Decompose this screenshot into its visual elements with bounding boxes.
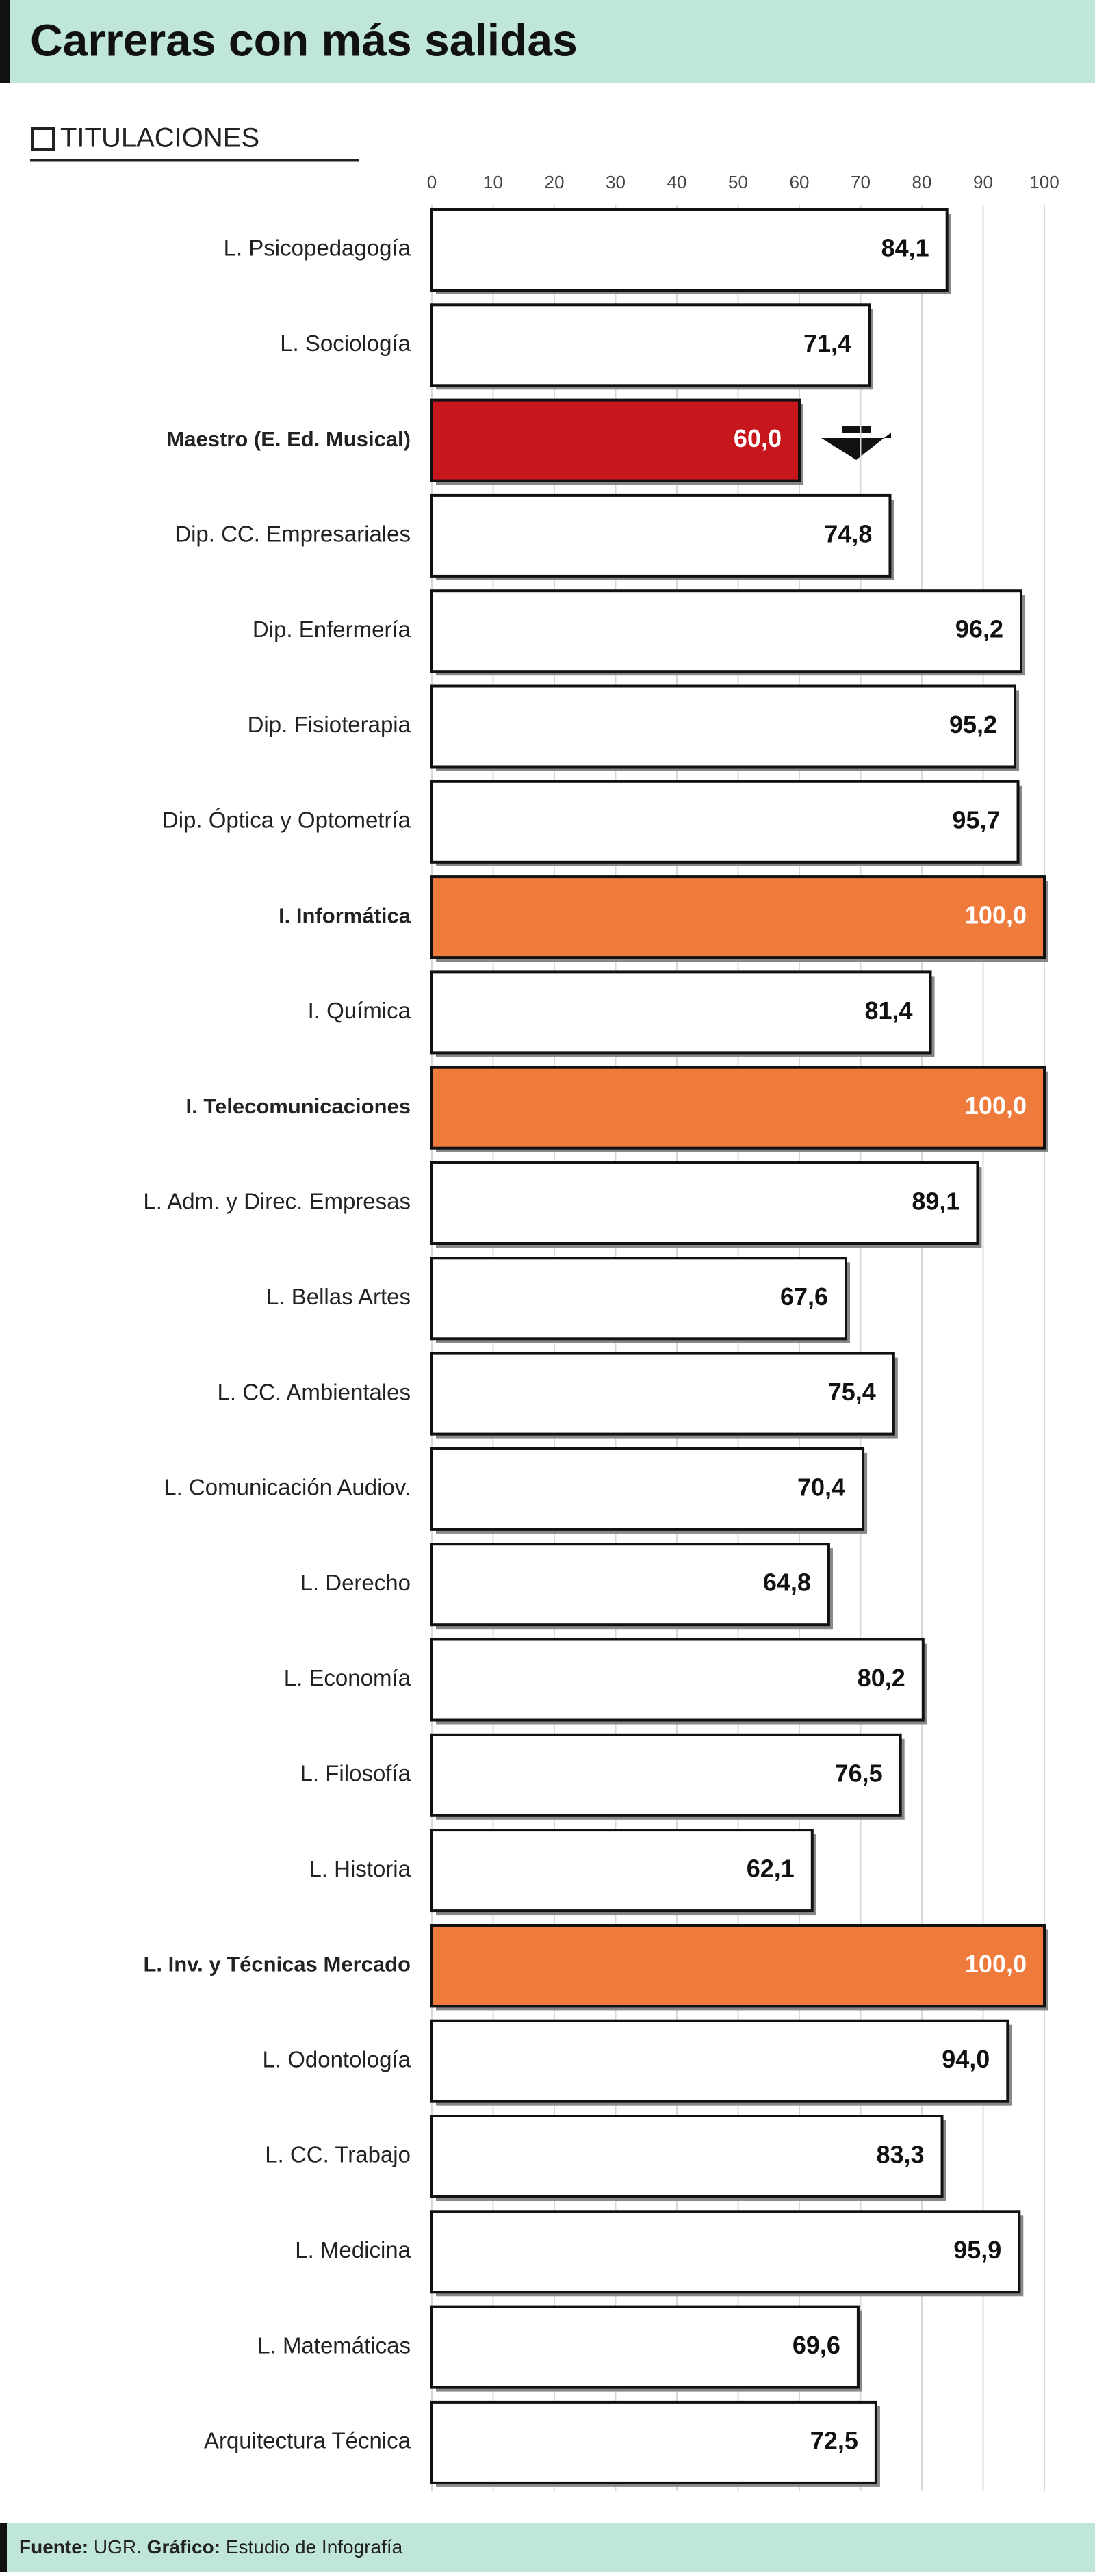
x-tick-label: 100: [1029, 172, 1059, 192]
x-tick-label: 90: [973, 172, 993, 192]
bar: [430, 2400, 877, 2484]
bar: [430, 1638, 925, 1722]
title-band: [0, 0, 1095, 83]
category-label: L. Matemáticas: [257, 2332, 411, 2358]
category-label: I. Química: [308, 998, 411, 1023]
value-label: 95,9: [953, 2236, 1001, 2264]
value-label: 67,6: [780, 1283, 828, 1311]
footer-accent: [0, 2523, 7, 2572]
value-label: 94,0: [942, 2045, 990, 2073]
x-tick-label: 0: [427, 172, 437, 192]
value-label: 74,8: [824, 519, 872, 548]
bar: [430, 1733, 902, 1817]
category-label: L. Economía: [284, 1665, 411, 1690]
value-label: 100,0: [965, 1950, 1027, 1978]
value-label: 62,1: [747, 1855, 795, 1883]
bar: [430, 875, 1046, 959]
value-label: 64,8: [763, 1569, 811, 1597]
bar: [430, 1352, 895, 1436]
category-label: L. Historia: [309, 1856, 411, 1881]
category-label: L. Derecho: [300, 1570, 411, 1595]
bar: [430, 1447, 865, 1531]
category-label: Dip. Enfermería: [253, 617, 411, 642]
plot: 0 10 20 30 40 50 60 70 80 90 100 L. Psicopedagogía 8…: [143, 172, 1059, 2491]
value-label: 100,0: [965, 1092, 1027, 1120]
x-tick-label: 20: [545, 172, 565, 192]
category-label: L. Filosofía: [300, 1761, 411, 1786]
source: UGR.: [94, 2536, 142, 2558]
category-label: L. Psicopedagogía: [224, 235, 411, 261]
category-label: Dip. Fisioterapia: [248, 712, 411, 737]
category-label: L. Odontología: [263, 2046, 411, 2072]
category-label: Dip. CC. Empresariales: [175, 521, 411, 547]
value-label: 95,7: [952, 806, 1000, 834]
value-label: 71,4: [803, 329, 851, 357]
bar: [430, 1543, 830, 1627]
category-label: L. Sociología: [280, 331, 411, 356]
x-tick-label: 70: [851, 172, 871, 192]
value-label: 83,3: [876, 2141, 924, 2169]
value-label: 60,0: [734, 424, 782, 452]
source-label: Fuente:: [19, 2536, 88, 2558]
value-label: 95,2: [949, 710, 997, 738]
value-label: 75,4: [828, 1378, 876, 1406]
value-label: 81,4: [864, 996, 912, 1025]
down-arrow: [821, 426, 891, 460]
x-tick-label: 30: [606, 172, 626, 192]
bar: [430, 2019, 1009, 2103]
value-label: 89,1: [912, 1187, 959, 1215]
bar: [430, 208, 949, 292]
chart-title: Carreras con más salidas: [30, 14, 578, 65]
bar: [430, 493, 892, 578]
category-label: L. Comunicación Audiov.: [164, 1475, 411, 1500]
value-label: 80,2: [858, 1664, 905, 1692]
x-tick-label: 40: [667, 172, 687, 192]
category-label: L. CC. Ambientales: [218, 1379, 411, 1404]
title-accent: [0, 0, 10, 83]
footer: Fuente: UGR. Gráfico: Estudio de Infogra…: [19, 2536, 403, 2558]
credit-label: Gráfico:: [147, 2536, 220, 2558]
bar: [430, 1161, 979, 1245]
subtitle-icon: [31, 127, 55, 151]
bar: [430, 1066, 1046, 1150]
x-tick-label: 60: [790, 172, 810, 192]
bar: [430, 2115, 944, 2198]
category-label: L. Bellas Artes: [266, 1284, 411, 1309]
category-label: I. Telecomunicaciones: [186, 1094, 411, 1118]
category-label: Arquitectura Técnica: [204, 2428, 411, 2453]
value-label: 84,1: [881, 234, 929, 262]
credit: Estudio de Infografía: [226, 2536, 403, 2558]
category-label: L. Inv. y Técnicas Mercado: [143, 1953, 411, 1976]
category-label: L. CC. Trabajo: [265, 2142, 411, 2167]
category-label: Maestro (E. Ed. Musical): [166, 427, 411, 451]
value-label: 70,4: [797, 1473, 845, 1501]
value-label: 96,2: [955, 615, 1003, 643]
bar: [430, 589, 1022, 673]
value-label: 72,5: [810, 2426, 858, 2454]
bar: [430, 684, 1017, 769]
bar: [430, 398, 801, 482]
value-label: 76,5: [835, 1759, 883, 1787]
value-label: 100,0: [965, 901, 1027, 929]
bar: [430, 2305, 860, 2389]
category-label: L. Adm. y Direc. Empresas: [143, 1189, 411, 1214]
bar: [430, 303, 871, 387]
bar: [430, 970, 932, 1055]
bar: [430, 1257, 848, 1341]
bar: [430, 1829, 814, 1913]
bar: [430, 780, 1020, 864]
bar: [430, 1924, 1046, 2008]
value-label: 69,6: [793, 2331, 840, 2359]
bar: [430, 2210, 1021, 2294]
category-label: I. Informática: [279, 903, 411, 927]
x-tick-label: 80: [912, 172, 932, 192]
category-label: Dip. Óptica y Optometría: [162, 808, 411, 833]
x-tick-label: 50: [728, 172, 748, 192]
footer-band: [0, 2523, 1095, 2572]
x-tick-label: 10: [483, 172, 503, 192]
subtitle: TITULACIONES: [60, 123, 259, 153]
category-label: L. Medicina: [295, 2237, 411, 2263]
